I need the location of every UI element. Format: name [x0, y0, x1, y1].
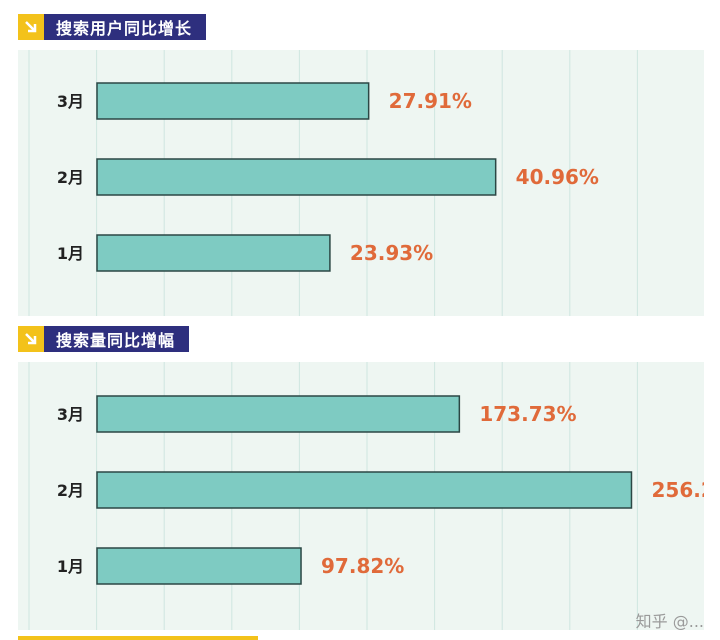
watermark: 知乎 @... [635, 612, 704, 631]
footer-strip [18, 636, 258, 640]
category-label: 1月 [57, 557, 84, 576]
value-label: 40.96% [516, 165, 599, 189]
chart1-svg: 3月 27.91% 2月 40.96% 1月 23.93% [28, 50, 638, 316]
category-label: 3月 [57, 405, 84, 424]
bar [96, 395, 461, 433]
bar [96, 82, 370, 120]
arrow-down-right-icon [18, 14, 44, 40]
value-label: 256.26% [651, 478, 704, 502]
value-label: 97.82% [321, 554, 404, 578]
chart2-title: 搜索量同比增幅 [56, 331, 176, 350]
chart2-svg: 3月 173.73% 2月 256.26% 1月 97.82% [28, 362, 704, 630]
chart1-title-badge: 搜索用户同比增长 [18, 14, 207, 40]
category-label: 3月 [57, 92, 84, 111]
arrow-down-right-icon [18, 326, 44, 352]
value-label: 23.93% [350, 241, 433, 265]
category-label: 1月 [57, 244, 84, 263]
bar [96, 471, 633, 509]
chart2-panel: 3月 173.73% 2月 256.26% 1月 97.82% [18, 362, 704, 630]
bar [96, 234, 331, 272]
bar [96, 547, 302, 585]
chart2-title-badge: 搜索量同比增幅 [18, 326, 190, 352]
category-label: 2月 [57, 168, 84, 187]
chart1-title: 搜索用户同比增长 [56, 19, 193, 38]
value-label: 173.73% [479, 402, 576, 426]
category-label: 2月 [57, 481, 84, 500]
chart1-panel: 3月 27.91% 2月 40.96% 1月 23.93% [18, 50, 704, 316]
bar [96, 158, 497, 196]
value-label: 27.91% [389, 89, 472, 113]
